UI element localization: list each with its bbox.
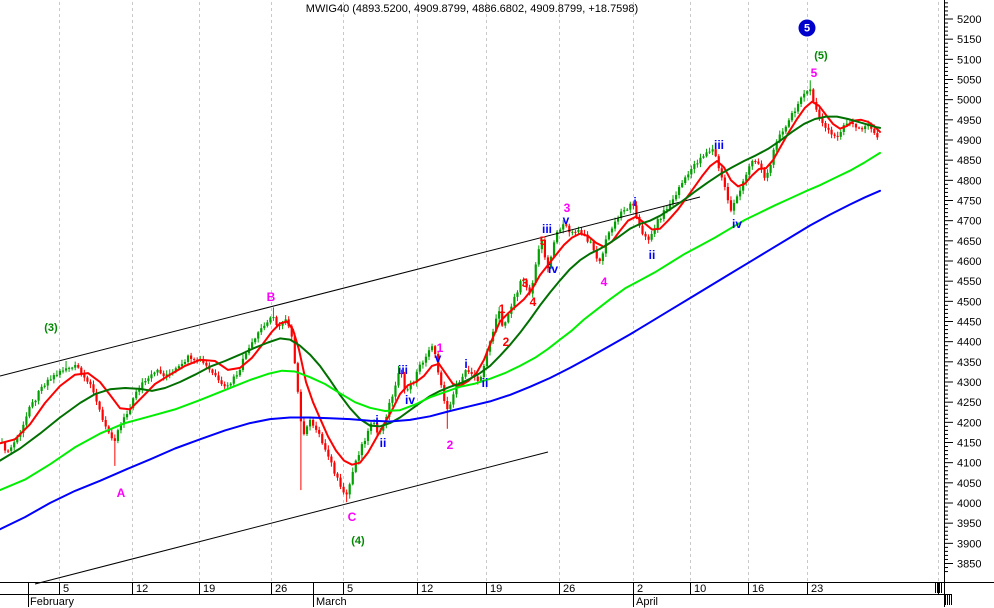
svg-text:ii: ii (380, 436, 387, 450)
week-label: 19 (203, 583, 215, 595)
svg-text:(4): (4) (351, 535, 365, 547)
week-label: 26 (563, 583, 575, 595)
svg-text:4: 4 (530, 295, 537, 309)
week-label: 5 (347, 583, 353, 595)
price-tick-label: 5000 (957, 95, 981, 107)
upper-channel-line (0, 196, 701, 377)
price-tick-label: 4400 (957, 337, 981, 349)
svg-text:(5): (5) (814, 50, 828, 62)
month-label: April (636, 596, 658, 608)
wave-labels: (3)(4)(5)ABC12345iiiiiiivviiiiiiivviiiii… (44, 50, 828, 547)
price-tick-label: 4650 (957, 236, 981, 248)
price-tick-label: 4900 (957, 135, 981, 147)
price-tick-label: 4350 (957, 357, 981, 369)
price-tick-label: 4450 (957, 316, 981, 328)
price-axis[interactable]: 5200 5150 5100 5050 5000 4950 4900 4850 4800 4750… (944, 2, 981, 573)
price-tick-label: 4750 (957, 195, 981, 207)
ma-slowest-blue (0, 189, 881, 531)
week-label: 5 (63, 583, 69, 595)
svg-text:2: 2 (503, 335, 510, 349)
week-label: 26 (275, 583, 287, 595)
ma-medium-darkgreen (0, 115, 881, 462)
svg-text:iv: iv (405, 393, 415, 407)
price-tick-label: 4850 (957, 155, 981, 167)
svg-text:3: 3 (564, 201, 571, 215)
svg-text:5: 5 (804, 23, 810, 35)
price-tick-label: 3950 (957, 518, 981, 530)
wave5-badge: 5 (798, 19, 816, 37)
price-tick-label: 4200 (957, 417, 981, 429)
svg-text:i: i (375, 413, 378, 427)
week-label: 23 (811, 583, 823, 595)
svg-text:5: 5 (540, 234, 547, 248)
price-tick-label: 4600 (957, 256, 981, 268)
svg-text:3: 3 (522, 276, 529, 290)
svg-text:C: C (348, 510, 357, 524)
month-label: March (316, 596, 347, 608)
week-label: 10 (694, 583, 706, 595)
price-tick-label: 4800 (957, 175, 981, 187)
week-label: 2 (637, 583, 643, 595)
price-tick-label: 4150 (957, 437, 981, 449)
price-tick-label: 5100 (957, 54, 981, 66)
week-label: 16 (752, 583, 764, 595)
price-tick-label: 4050 (957, 478, 981, 490)
price-tick-label: 5200 (957, 14, 981, 26)
svg-text:iii: iii (398, 363, 408, 377)
price-tick-label: 4300 (957, 377, 981, 389)
plot-area[interactable] (0, 0, 944, 582)
svg-text:ii: ii (482, 376, 489, 390)
svg-text:i: i (633, 195, 636, 209)
week-label: 12 (421, 583, 433, 595)
week-label: 12 (136, 583, 148, 595)
svg-text:iv: iv (732, 217, 742, 231)
svg-text:i: i (464, 357, 467, 371)
price-tick-label: 4000 (957, 498, 981, 510)
ma-fast-red (0, 100, 881, 466)
lower-channel-line (34, 451, 549, 585)
month-label: February (30, 596, 75, 608)
date-axis[interactable]: 5 12 19 26 5 12 19 26 2 10 16 23 February March April (28, 582, 939, 608)
price-tick-label: 4550 (957, 276, 981, 288)
svg-text:ii: ii (649, 248, 656, 262)
price-tick-label: 4700 (957, 216, 981, 228)
svg-text:v: v (435, 351, 442, 365)
price-tick-label: 4500 (957, 296, 981, 308)
svg-text:iii: iii (542, 222, 552, 236)
svg-text:B: B (267, 290, 276, 304)
price-tick-label: 3900 (957, 538, 981, 550)
svg-text:A: A (117, 486, 126, 500)
svg-text:1: 1 (437, 341, 444, 355)
svg-text:2: 2 (447, 438, 454, 452)
trend-channel-lines (0, 196, 701, 585)
svg-text:(3): (3) (44, 322, 58, 334)
price-tick-label: 4250 (957, 397, 981, 409)
price-tick-label: 4950 (957, 115, 981, 127)
svg-text:v: v (563, 213, 570, 227)
price-tick-label: 5150 (957, 34, 981, 46)
weekly-gridlines (59, 2, 939, 582)
chart-title: MWIG40 (4893.5200, 4909.8799, 4886.6802,… (305, 3, 639, 15)
week-label: 19 (490, 583, 502, 595)
svg-text:iv: iv (548, 262, 558, 276)
svg-text:iii: iii (714, 138, 724, 152)
price-tick-label: 4100 (957, 458, 981, 470)
price-tick-label: 3850 (957, 558, 981, 570)
svg-text:5: 5 (811, 66, 818, 80)
svg-text:1: 1 (499, 302, 506, 316)
end-of-data-marker (935, 583, 952, 605)
svg-text:4: 4 (601, 275, 608, 289)
ma-slow-lightgreen (0, 151, 881, 492)
price-tick-label: 5050 (957, 74, 981, 86)
